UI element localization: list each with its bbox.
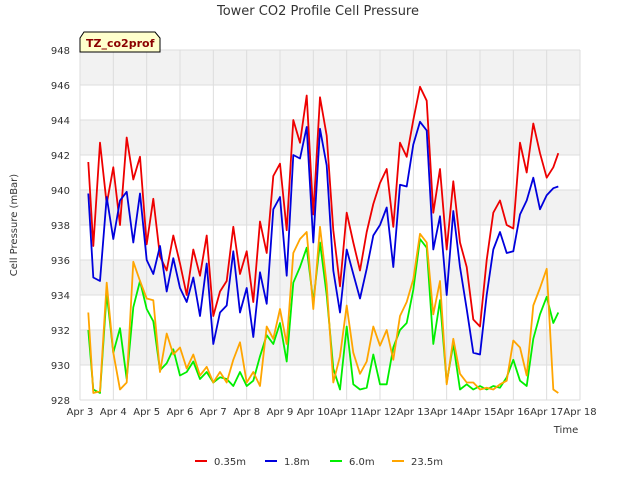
x-tick-label: Apr 13	[397, 407, 430, 418]
y-tick-label: 938	[51, 221, 70, 232]
legend: 0.35m 1.8m 6.0m 23.5m	[195, 457, 443, 468]
legend-label: 6.0m	[349, 457, 375, 468]
series-lines	[87, 85, 560, 394]
x-tick-label: Apr 10	[297, 407, 330, 418]
x-tick-label: Apr 15	[463, 407, 496, 418]
x-tick-label: Apr 7	[200, 407, 227, 418]
x-tick-label: Apr 9	[267, 407, 294, 418]
y-axis-ticks: 928 930 932 934 936 938 940 942 944 946 948	[51, 46, 70, 407]
background-band	[80, 50, 580, 85]
x-tick-label: Apr 17	[530, 407, 563, 418]
y-tick-label: 942	[51, 151, 70, 162]
x-tick-label: Apr 11	[330, 407, 363, 418]
x-tick-label: Apr 6	[167, 407, 194, 418]
legend-item: 1.8m	[265, 457, 310, 468]
y-tick-label: 946	[51, 81, 70, 92]
y-tick-label: 932	[51, 326, 70, 337]
x-tick-label: Apr 3	[67, 407, 94, 418]
legend-item: 23.5m	[392, 457, 443, 468]
y-tick-label: 936	[51, 256, 70, 267]
y-tick-label: 934	[51, 291, 70, 302]
background-band	[80, 120, 580, 155]
series-line-23.5m	[87, 225, 559, 394]
legend-item: 0.35m	[195, 457, 246, 468]
x-tick-label: Apr 12	[363, 407, 396, 418]
y-tick-label: 948	[51, 46, 70, 57]
legend-label: 0.35m	[214, 457, 246, 468]
y-tick-label: 930	[51, 361, 70, 372]
station-tag-box	[79, 31, 161, 53]
y-tick-label: 944	[51, 116, 70, 127]
x-axis-label: Time	[553, 425, 578, 436]
chart-title: Tower CO2 Profile Cell Pressure	[216, 4, 419, 19]
x-tick-label: Apr 18	[563, 407, 596, 418]
y-tick-label: 940	[51, 186, 70, 197]
x-axis-ticks: Apr 3 Apr 4 Apr 5 Apr 6 Apr 7 Apr 8 Apr 9 Apr 1…	[67, 407, 597, 418]
station-tag: TZ_co2prof	[79, 31, 161, 53]
legend-item: 6.0m	[330, 457, 375, 468]
x-tick-label: Apr 8	[233, 407, 260, 418]
x-tick-label: Apr 4	[100, 407, 127, 418]
y-tick-label: 928	[51, 396, 70, 407]
series-line-0.35m	[87, 85, 560, 328]
legend-label: 23.5m	[411, 457, 443, 468]
series-line-1.8m	[87, 120, 559, 356]
legend-label: 1.8m	[284, 457, 310, 468]
x-tick-label: Apr 14	[430, 407, 463, 418]
x-tick-label: Apr 16	[497, 407, 530, 418]
series-line-6.0m	[87, 238, 560, 394]
x-tick-label: Apr 5	[133, 407, 160, 418]
station-tag-label: TZ_co2prof	[86, 37, 155, 50]
y-axis-label: Cell Pressure (mBar)	[9, 174, 20, 276]
